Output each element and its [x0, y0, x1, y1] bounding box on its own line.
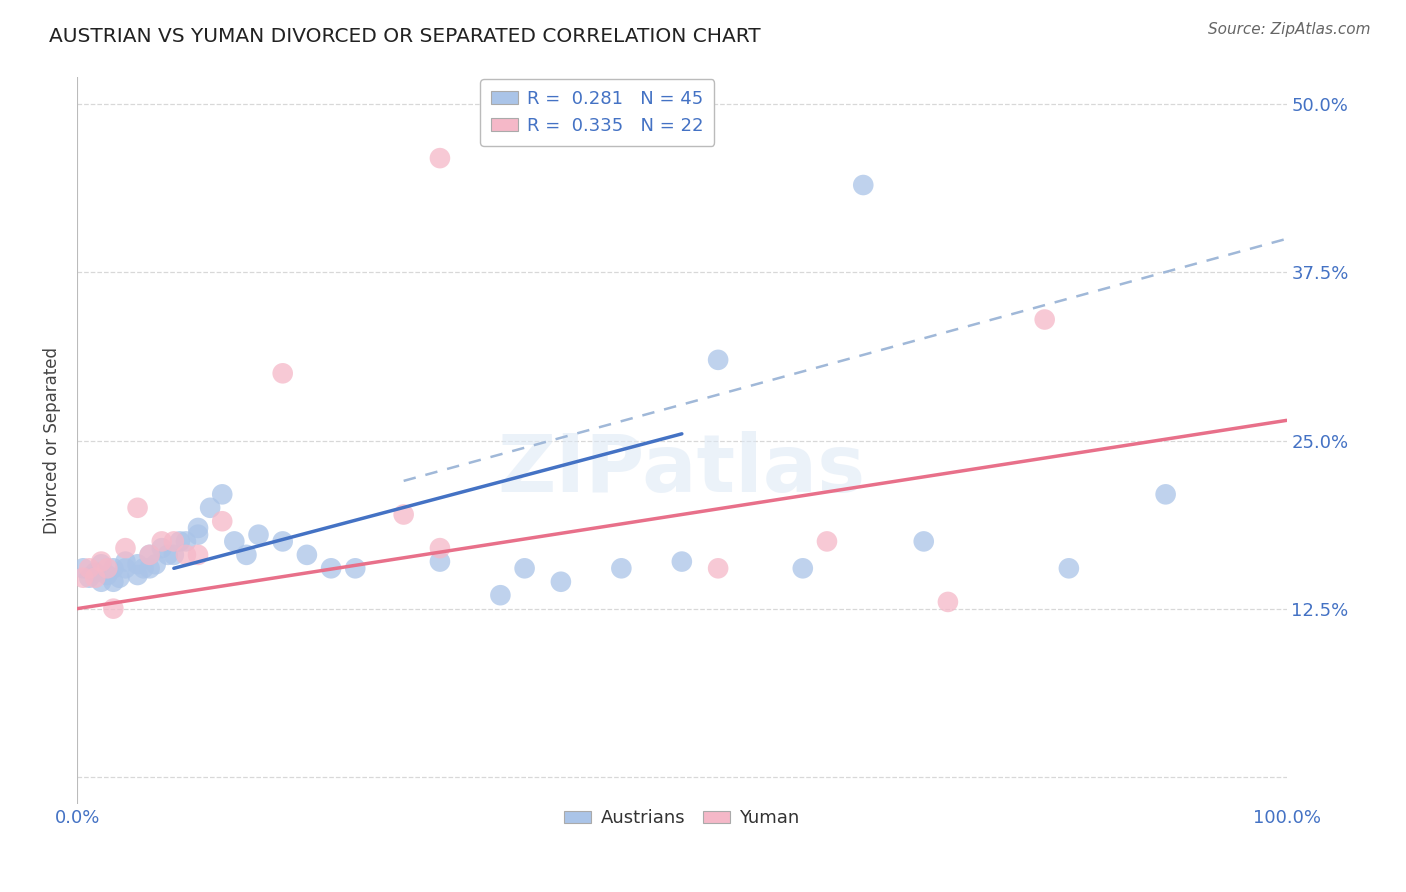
Point	[163, 548, 186, 562]
Point	[114, 561, 136, 575]
Point	[912, 534, 935, 549]
Point	[90, 574, 112, 589]
Legend: Austrians, Yuman: Austrians, Yuman	[557, 802, 807, 835]
Point	[792, 561, 814, 575]
Point	[610, 561, 633, 575]
Point	[90, 555, 112, 569]
Point	[72, 571, 94, 585]
Point	[1154, 487, 1177, 501]
Point	[77, 571, 100, 585]
Point	[344, 561, 367, 575]
Point	[187, 527, 209, 541]
Point	[138, 561, 160, 575]
Point	[671, 555, 693, 569]
Point	[429, 555, 451, 569]
Point	[319, 561, 342, 575]
Point	[114, 541, 136, 555]
Point	[156, 548, 179, 562]
Point	[174, 548, 197, 562]
Point	[169, 534, 191, 549]
Point	[429, 541, 451, 555]
Point	[174, 534, 197, 549]
Point	[271, 367, 294, 381]
Point	[90, 558, 112, 572]
Point	[96, 561, 118, 575]
Point	[513, 561, 536, 575]
Point	[77, 561, 100, 575]
Point	[187, 548, 209, 562]
Point	[150, 534, 173, 549]
Point	[211, 514, 233, 528]
Point	[96, 568, 118, 582]
Point	[247, 527, 270, 541]
Y-axis label: Divorced or Separated: Divorced or Separated	[44, 347, 60, 534]
Point	[145, 558, 167, 572]
Point	[138, 548, 160, 562]
Point	[235, 548, 257, 562]
Point	[1033, 312, 1056, 326]
Point	[72, 561, 94, 575]
Point	[936, 595, 959, 609]
Point	[114, 555, 136, 569]
Point	[392, 508, 415, 522]
Point	[707, 352, 730, 367]
Point	[103, 574, 125, 589]
Point	[815, 534, 838, 549]
Point	[295, 548, 318, 562]
Point	[550, 574, 572, 589]
Point	[211, 487, 233, 501]
Point	[138, 548, 160, 562]
Text: ZIPatlas: ZIPatlas	[498, 431, 866, 508]
Point	[489, 588, 512, 602]
Point	[127, 568, 149, 582]
Point	[103, 601, 125, 615]
Point	[224, 534, 246, 549]
Point	[163, 534, 186, 549]
Point	[84, 566, 107, 580]
Point	[150, 541, 173, 555]
Point	[271, 534, 294, 549]
Point	[132, 561, 155, 575]
Point	[707, 561, 730, 575]
Point	[1057, 561, 1080, 575]
Point	[852, 178, 875, 192]
Text: AUSTRIAN VS YUMAN DIVORCED OR SEPARATED CORRELATION CHART: AUSTRIAN VS YUMAN DIVORCED OR SEPARATED …	[49, 27, 761, 45]
Point	[187, 521, 209, 535]
Point	[127, 500, 149, 515]
Point	[84, 571, 107, 585]
Point	[127, 558, 149, 572]
Point	[429, 151, 451, 165]
Point	[198, 500, 221, 515]
Text: Source: ZipAtlas.com: Source: ZipAtlas.com	[1208, 22, 1371, 37]
Point	[103, 561, 125, 575]
Point	[108, 571, 131, 585]
